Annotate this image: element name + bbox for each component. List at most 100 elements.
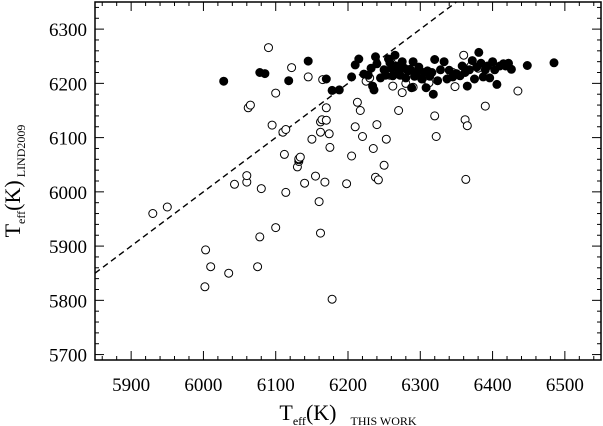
x-tick-label: 5900 (112, 375, 150, 396)
filled-data-point (439, 57, 449, 67)
x-axis-title-sub: eff (293, 414, 306, 426)
open-data-point (450, 82, 460, 92)
open-data-point (324, 129, 334, 139)
open-data-point (287, 63, 297, 73)
axis-ticks: 5900 6000 6100 6200 6300 6400 6500 5700 5800 5900… (49, 2, 601, 396)
x-tick-label: 6500 (546, 375, 584, 396)
open-data-point (200, 282, 210, 292)
open-data-point (281, 125, 291, 134)
filled-data-point (430, 55, 440, 64)
open-data-point (224, 268, 234, 278)
open-data-point (264, 43, 273, 53)
y-tick-label: 5800 (49, 291, 87, 312)
filled-data-point (506, 64, 516, 74)
filled-data-point (414, 62, 424, 72)
open-data-point (281, 187, 291, 197)
filled-data-point (369, 85, 379, 95)
open-data-point (206, 262, 216, 272)
open-data-point (379, 160, 389, 170)
x-tick-label: 6000 (184, 375, 222, 396)
open-data-point (513, 86, 523, 96)
filled-data-point (464, 65, 474, 75)
open-data-point (307, 134, 317, 144)
filled-data-point (372, 59, 382, 69)
open-data-point (373, 175, 383, 185)
filled-data-point (421, 83, 431, 93)
filled-data-point (436, 65, 445, 75)
open-data-point (352, 97, 362, 107)
open-data-point (321, 115, 331, 125)
x-axis-title: Teff(K) THIS WORK (279, 400, 417, 426)
open-data-point (316, 228, 325, 238)
open-data-point (311, 171, 320, 181)
open-data-point (314, 197, 324, 207)
y-tick-label: 6100 (49, 129, 87, 150)
reference-line (94, 1, 457, 274)
open-data-point (321, 103, 331, 113)
open-data-point (430, 111, 440, 121)
open-data-point (462, 121, 472, 131)
open-data-point (230, 179, 239, 189)
open-data-point (271, 88, 281, 98)
open-data-point (394, 106, 404, 115)
y-tick-label: 6200 (49, 74, 87, 95)
open-data-point (256, 184, 266, 194)
open-data-point (253, 262, 263, 272)
y-axis-title-suffix: LIND2009 (14, 125, 28, 178)
open-data-point (271, 223, 281, 233)
y-axis-title: Teff(K) LIND2009 (0, 125, 28, 238)
filled-data-point (522, 61, 532, 70)
open-data-point (431, 132, 441, 141)
open-data-point (300, 178, 310, 188)
open-data-point (320, 177, 330, 187)
open-data-point (242, 171, 252, 181)
filled-data-point (219, 76, 229, 86)
open-data-point (397, 88, 407, 98)
x-tick-label: 6200 (329, 375, 367, 396)
open-data-point (325, 142, 335, 152)
open-data-point (381, 134, 391, 144)
y-tick-label: 5900 (49, 237, 87, 258)
filled-data-point (390, 50, 400, 60)
filled-data-point (334, 85, 344, 95)
open-data-point (350, 122, 360, 132)
filled-data-point (321, 74, 331, 84)
filled-data-point (428, 89, 438, 99)
filled-data-point (260, 69, 270, 79)
filled-data-point (284, 76, 294, 86)
open-data-point (347, 151, 357, 161)
open-data-point (295, 152, 305, 162)
x-axis-title-rest: (K) (306, 400, 337, 425)
y-tick-label: 6300 (49, 20, 87, 41)
filled-data-point (488, 57, 498, 67)
x-axis-title-main: T (279, 400, 293, 425)
open-data-point (255, 232, 265, 242)
filled-data-point (347, 72, 357, 82)
x-axis-title-suffix: THIS WORK (350, 414, 416, 426)
filled-data-point (427, 68, 437, 77)
open-data-point (327, 294, 337, 304)
open-data-point (368, 144, 378, 153)
open-data-point (201, 245, 211, 255)
filled-data-point (303, 56, 313, 66)
open-data-point (316, 127, 325, 137)
open-data-point (267, 120, 277, 130)
filled-data-point (549, 58, 559, 68)
filled-data-point (492, 79, 502, 89)
open-data-point (372, 120, 382, 130)
open-data-point (279, 149, 289, 159)
open-data-point (459, 50, 469, 60)
open-data-point (245, 100, 255, 110)
filled-data-point (407, 83, 417, 93)
open-data-point (148, 209, 158, 218)
x-tick-label: 6100 (257, 375, 295, 396)
y-tick-label: 5700 (49, 346, 87, 367)
filled-data-point (470, 74, 479, 84)
open-data-point (303, 72, 313, 82)
y-axis-title-sub: eff (14, 211, 28, 224)
open-data-point (480, 101, 490, 111)
open-data-point (162, 202, 172, 212)
filled-data-point (354, 54, 364, 64)
open-data-point (461, 174, 471, 184)
filled-data-point (433, 76, 443, 86)
